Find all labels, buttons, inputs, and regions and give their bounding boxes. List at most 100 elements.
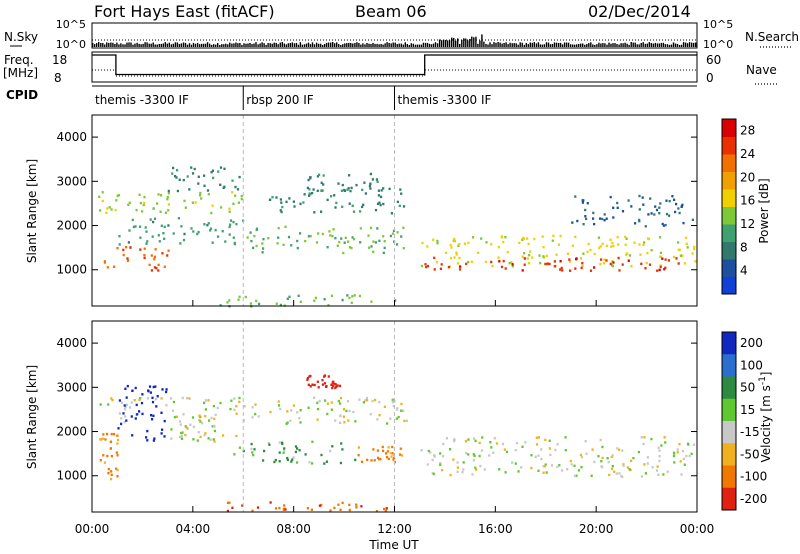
power-echo-point <box>421 241 424 245</box>
nsky-bar <box>672 42 675 47</box>
power-echo-point <box>261 242 264 245</box>
power-echo-point <box>658 268 661 272</box>
power-echo-point <box>511 263 514 266</box>
velocity-echo-point <box>330 401 333 404</box>
velocity-echo-point <box>327 375 330 378</box>
power-echo-point <box>593 252 596 256</box>
velocity-echo-point <box>334 383 337 386</box>
velocity-echo-point <box>269 410 272 414</box>
power-echo-point <box>376 180 379 183</box>
velocity-echo-point <box>251 416 254 419</box>
velocity-echo-point <box>521 445 524 448</box>
power-echo-point <box>267 237 270 240</box>
velocity-echo-point <box>686 442 690 445</box>
power-echo-point <box>616 201 619 205</box>
velocity-echo-point <box>213 417 216 421</box>
power-echo-point <box>277 236 280 239</box>
velocity-echo-point <box>360 460 364 463</box>
power-echo-point <box>160 224 163 227</box>
velocity-echo-point <box>479 464 482 468</box>
velocity-echo-point <box>360 505 363 508</box>
power-echo-point <box>145 242 148 245</box>
velocity-echo-point <box>600 460 603 463</box>
nsky-bar <box>215 44 217 47</box>
nsky-bar <box>313 44 316 47</box>
velocity-echo-point <box>613 470 616 473</box>
velocity-echo-point <box>473 437 476 440</box>
power-echo-point <box>279 198 282 201</box>
velocity-echo-point <box>165 404 168 407</box>
velocity-echo-point <box>382 449 385 453</box>
power-echo-point <box>527 242 530 246</box>
nsky-bar <box>398 43 400 47</box>
nsky-bar <box>404 42 406 47</box>
velocity-echo-point <box>676 448 679 451</box>
power-echo-point <box>455 251 458 254</box>
power-echo-point <box>148 263 151 267</box>
velocity-echo-point <box>564 436 567 439</box>
velocity-echo-point <box>332 380 335 383</box>
power-echo-point <box>616 235 619 239</box>
velocity-echo-point <box>383 405 386 408</box>
velocity-echo-point <box>163 435 166 438</box>
nsky-bar <box>211 44 213 47</box>
power-echo-point <box>232 236 235 239</box>
velocity-echo-point <box>426 463 429 466</box>
power-echo-point <box>344 236 347 239</box>
nsky-bar <box>525 43 527 47</box>
power-echo-point <box>151 235 154 238</box>
freq-tick-bottom: 8 <box>54 71 62 85</box>
power-echo-point <box>172 166 175 170</box>
velocity-echo-point <box>286 456 289 460</box>
power-echo-point <box>593 266 596 269</box>
power-echo-point <box>502 240 505 244</box>
power-echo-point <box>693 245 696 249</box>
power-echo-point <box>166 198 169 201</box>
range-tick-label: 3000 <box>56 380 87 394</box>
nsky-bar <box>340 45 342 47</box>
velocity-echo-point <box>149 391 152 394</box>
nsky-bar <box>527 44 529 47</box>
power-echo-point <box>368 184 371 188</box>
velocity-echo-point <box>564 449 567 452</box>
power-echo-point <box>167 203 170 206</box>
power-echo-point <box>369 187 372 190</box>
power-echo-point <box>320 181 323 184</box>
power-echo-point <box>506 251 509 254</box>
nsky-bar <box>499 42 501 47</box>
power-echo-point <box>642 203 645 206</box>
velocity-echo-point <box>320 503 323 507</box>
nsky-bar <box>180 43 183 47</box>
nsky-bar <box>408 45 410 47</box>
velocity-echo-point <box>156 395 159 398</box>
power-echo-point <box>188 188 191 191</box>
power-echo-point <box>586 250 589 254</box>
power-echo-point <box>157 269 160 272</box>
nsky-bar <box>630 42 632 47</box>
velocity-echo-point <box>584 440 587 443</box>
power-echo-point <box>206 224 209 227</box>
velocity-echo-point <box>106 454 109 458</box>
power-colorbar-swatch <box>722 154 736 172</box>
power-echo-point <box>150 254 153 257</box>
velocity-echo-point <box>310 508 313 511</box>
power-echo-point <box>209 229 212 232</box>
power-echo-point <box>143 253 146 257</box>
velocity-echo-point <box>286 410 289 413</box>
nsky-bar <box>513 43 515 47</box>
velocity-echo-point <box>141 412 144 416</box>
velocity-echo-point <box>269 501 272 504</box>
velocity-echo-point <box>399 453 402 456</box>
velocity-echo-point <box>124 405 127 408</box>
power-echo-point <box>297 294 300 297</box>
velocity-echo-point <box>387 457 390 461</box>
power-echo-point <box>139 225 142 228</box>
velocity-echo-point <box>277 404 281 407</box>
velocity-echo-point <box>452 458 455 461</box>
power-echo-point <box>331 234 334 238</box>
power-echo-point <box>400 192 403 195</box>
power-echo-point <box>574 195 577 198</box>
velocity-echo-point <box>339 421 342 424</box>
nsky-bar <box>658 43 661 47</box>
power-echo-point <box>668 199 671 203</box>
